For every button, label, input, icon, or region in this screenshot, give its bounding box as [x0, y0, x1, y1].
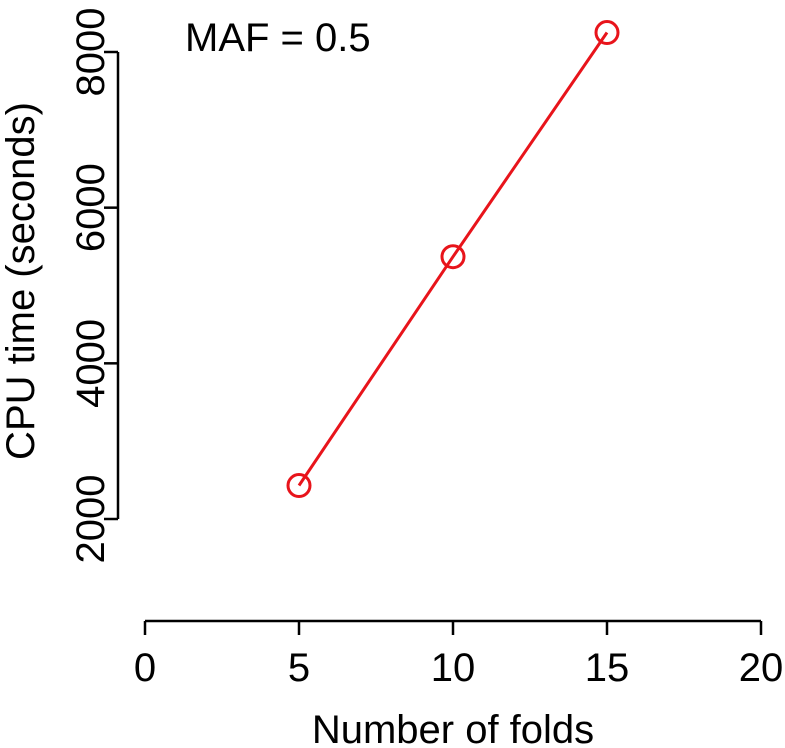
y-axis-title: CPU time (seconds)	[0, 102, 43, 460]
data-point	[440, 244, 466, 270]
y-axis: 2000 4000 6000 8000	[69, 8, 120, 564]
y-tick-label: 2000	[69, 475, 113, 564]
y-tick-label: 4000	[69, 319, 113, 408]
x-tick-label: 20	[739, 646, 784, 690]
x-tick-label: 10	[431, 646, 476, 690]
series-line	[297, 31, 609, 487]
data-point	[594, 20, 620, 46]
y-tick-label: 6000	[69, 163, 113, 252]
data-point	[286, 473, 312, 499]
series-layer	[286, 20, 620, 499]
x-tick-label: 0	[134, 646, 156, 690]
annotation-label: MAF = 0.5	[185, 16, 371, 60]
x-axis: 0 5 10 15 20	[134, 619, 784, 690]
x-tick-label: 5	[288, 646, 310, 690]
y-tick-label: 8000	[69, 8, 113, 97]
x-axis-title: Number of folds	[312, 708, 594, 748]
x-tick-label: 15	[585, 646, 630, 690]
